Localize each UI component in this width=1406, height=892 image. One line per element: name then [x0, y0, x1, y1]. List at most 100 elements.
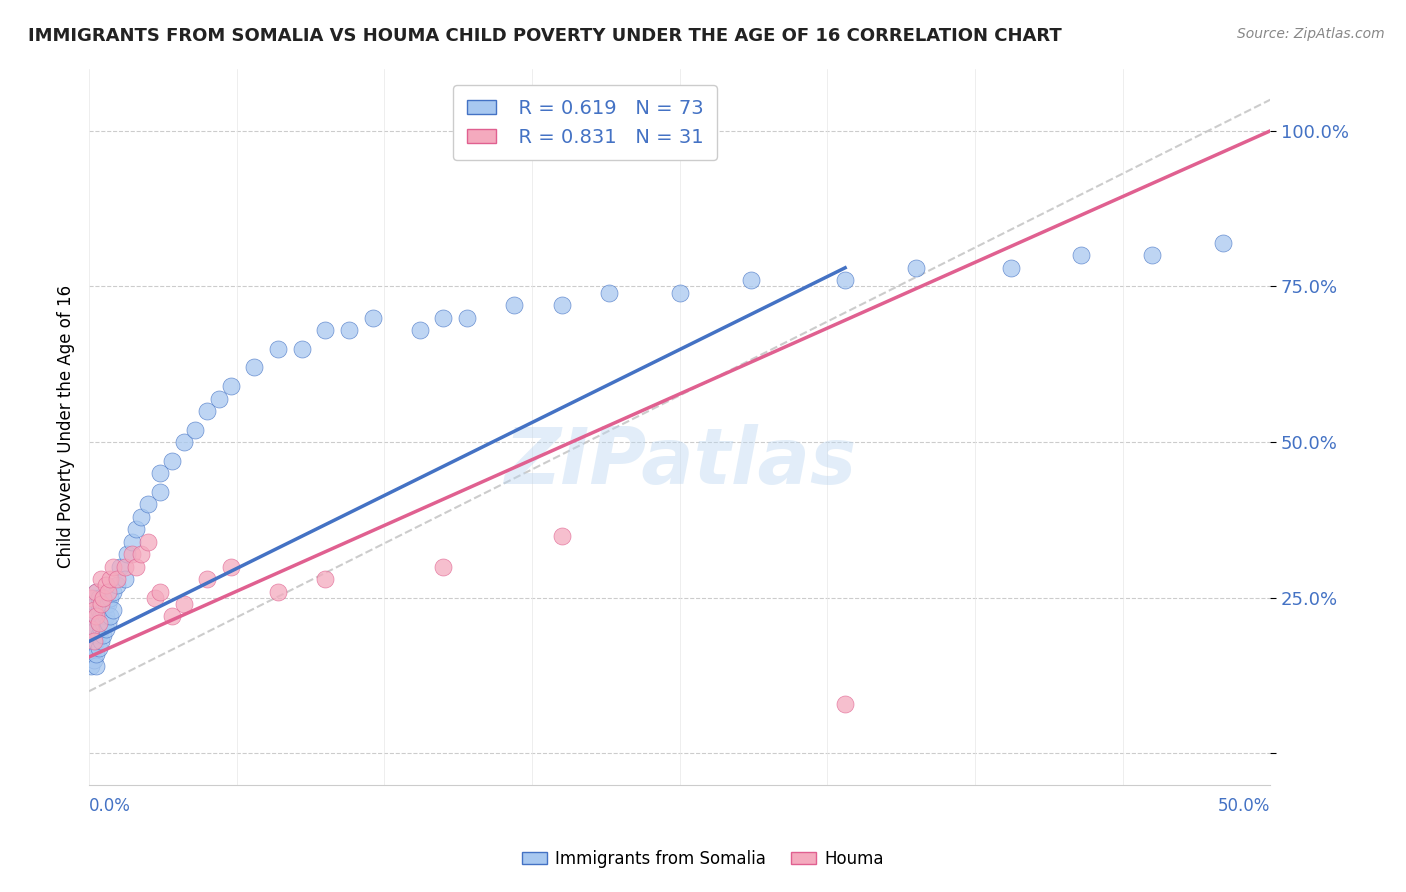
Point — [125, 559, 148, 574]
Point — [97, 615, 120, 630]
Point — [149, 485, 172, 500]
Point — [90, 597, 112, 611]
Point — [91, 603, 114, 617]
Point — [90, 597, 112, 611]
Point — [550, 528, 572, 542]
Point — [195, 404, 218, 418]
Point — [337, 323, 360, 337]
Point — [291, 342, 314, 356]
Text: Source: ZipAtlas.com: Source: ZipAtlas.com — [1237, 27, 1385, 41]
Point — [160, 609, 183, 624]
Point — [550, 298, 572, 312]
Point — [143, 591, 166, 605]
Point — [136, 497, 159, 511]
Point — [83, 615, 105, 630]
Point — [94, 597, 117, 611]
Point — [90, 572, 112, 586]
Point — [149, 584, 172, 599]
Point — [97, 597, 120, 611]
Point — [87, 640, 110, 655]
Point — [1070, 248, 1092, 262]
Point — [80, 591, 103, 605]
Point — [84, 609, 107, 624]
Point — [80, 622, 103, 636]
Point — [740, 273, 762, 287]
Point — [219, 379, 242, 393]
Point — [91, 615, 114, 630]
Point — [94, 609, 117, 624]
Point — [668, 285, 690, 300]
Point — [432, 310, 454, 325]
Point — [91, 628, 114, 642]
Point — [80, 622, 103, 636]
Point — [97, 584, 120, 599]
Point — [94, 622, 117, 636]
Point — [83, 653, 105, 667]
Point — [90, 609, 112, 624]
Point — [101, 603, 124, 617]
Point — [90, 634, 112, 648]
Point — [84, 634, 107, 648]
Text: 50.0%: 50.0% — [1218, 797, 1271, 815]
Legend: Immigrants from Somalia, Houma: Immigrants from Somalia, Houma — [516, 844, 890, 875]
Point — [598, 285, 620, 300]
Point — [267, 342, 290, 356]
Point — [98, 609, 121, 624]
Text: ZIPatlas: ZIPatlas — [503, 425, 856, 500]
Point — [84, 659, 107, 673]
Point — [409, 323, 432, 337]
Point — [107, 572, 129, 586]
Point — [98, 572, 121, 586]
Point — [1142, 248, 1164, 262]
Point — [80, 640, 103, 655]
Point — [136, 534, 159, 549]
Point — [84, 597, 107, 611]
Point — [80, 659, 103, 673]
Text: IMMIGRANTS FROM SOMALIA VS HOUMA CHILD POVERTY UNDER THE AGE OF 16 CORRELATION C: IMMIGRANTS FROM SOMALIA VS HOUMA CHILD P… — [28, 27, 1062, 45]
Point — [219, 559, 242, 574]
Point — [98, 591, 121, 605]
Point — [83, 628, 105, 642]
Point — [503, 298, 526, 312]
Point — [173, 435, 195, 450]
Point — [904, 260, 927, 275]
Point — [84, 584, 107, 599]
Point — [149, 467, 172, 481]
Point — [834, 697, 856, 711]
Point — [1212, 235, 1234, 250]
Point — [114, 572, 136, 586]
Point — [114, 559, 136, 574]
Point — [108, 559, 131, 574]
Point — [243, 360, 266, 375]
Point — [125, 522, 148, 536]
Point — [129, 509, 152, 524]
Point — [84, 622, 107, 636]
Point — [101, 584, 124, 599]
Point — [121, 547, 143, 561]
Point — [84, 647, 107, 661]
Point — [184, 423, 207, 437]
Point — [83, 634, 105, 648]
Point — [361, 310, 384, 325]
Point — [87, 615, 110, 630]
Point — [432, 559, 454, 574]
Point — [84, 609, 107, 624]
Point — [314, 323, 336, 337]
Point — [195, 572, 218, 586]
Point — [267, 584, 290, 599]
Point — [1000, 260, 1022, 275]
Point — [160, 454, 183, 468]
Point — [87, 603, 110, 617]
Point — [87, 591, 110, 605]
Text: 0.0%: 0.0% — [89, 797, 131, 815]
Point — [129, 547, 152, 561]
Point — [90, 622, 112, 636]
Point — [87, 628, 110, 642]
Point — [94, 578, 117, 592]
Point — [456, 310, 478, 325]
Point — [107, 578, 129, 592]
Y-axis label: Child Poverty Under the Age of 16: Child Poverty Under the Age of 16 — [58, 285, 75, 568]
Point — [83, 591, 105, 605]
Point — [83, 640, 105, 655]
Point — [83, 603, 105, 617]
